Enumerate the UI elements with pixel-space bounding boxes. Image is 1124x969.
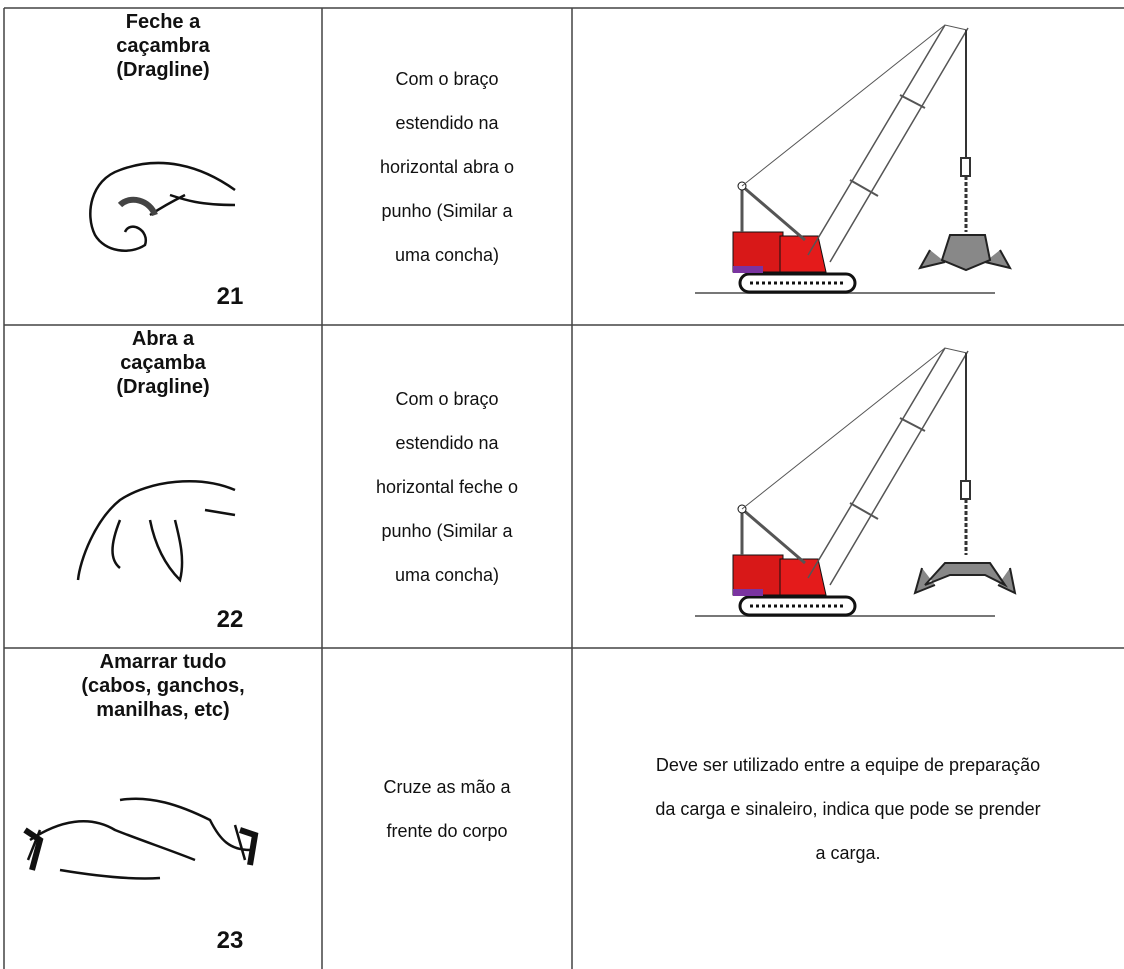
signal-title: Amarrar tudo	[99, 651, 227, 673]
signal-description: estendido na	[395, 432, 499, 453]
signal-number: 23	[216, 927, 244, 954]
signal-note: Deve ser utilizado entre a equipe de pre…	[655, 754, 1041, 775]
signal-description: punho (Similar a	[381, 200, 513, 221]
signal-title: Abra a	[131, 328, 195, 350]
crane-illustration-2	[693, 346, 1017, 618]
signal-note: a carga.	[815, 842, 881, 863]
signal-description: frente do corpo	[386, 820, 508, 841]
signal-description: estendido na	[395, 112, 499, 133]
signal-description: Com o braço	[395, 388, 499, 409]
signal-title: caçambra	[116, 35, 210, 57]
signal-description: uma concha)	[394, 244, 500, 265]
table-grid	[3, 7, 1124, 969]
signal-description: uma concha)	[394, 564, 500, 585]
signal-description: punho (Similar a	[381, 520, 513, 541]
signal-number: 22	[216, 606, 244, 633]
signal-title: (Dragline)	[116, 376, 210, 398]
signal-description: Cruze as mão a	[383, 776, 511, 797]
signal-description: Com o braço	[395, 68, 499, 89]
signal-title: manilhas, etc)	[96, 699, 230, 721]
signal-number: 21	[216, 283, 244, 310]
signal-note: da carga e sinaleiro, indica que pode se…	[655, 798, 1041, 819]
signal-description: horizontal feche o	[375, 476, 519, 497]
signal-title: Feche a	[125, 11, 201, 33]
bucket-closed	[918, 234, 1012, 272]
signal-title: caçamba	[120, 352, 206, 374]
signal-title: (Dragline)	[116, 59, 210, 81]
signal-title: (cabos, ganchos,	[81, 675, 245, 697]
hand-sketches	[23, 161, 259, 880]
signal-description: horizontal abra o	[379, 156, 515, 177]
